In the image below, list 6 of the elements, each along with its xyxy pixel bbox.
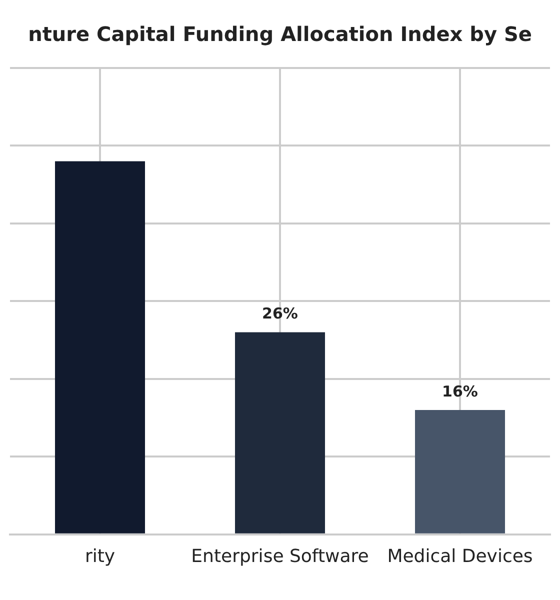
data-label: 26% — [262, 304, 298, 323]
data-label: 16% — [442, 382, 478, 400]
x-tick-label: Medical Devices — [387, 546, 533, 567]
chart-title: nture Capital Funding Allocation Index by Se — [28, 22, 532, 46]
x-tick-label: Enterprise Software — [191, 546, 369, 567]
x-tick-label: rity — [84, 546, 116, 567]
